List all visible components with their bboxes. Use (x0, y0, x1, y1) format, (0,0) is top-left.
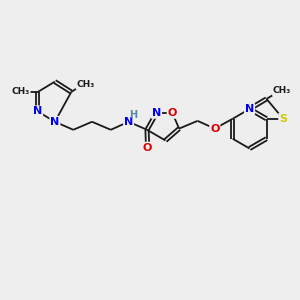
Text: H: H (129, 110, 137, 120)
Text: O: O (168, 108, 177, 118)
Text: N: N (124, 117, 133, 127)
Text: CH₃: CH₃ (76, 80, 94, 89)
Text: S: S (279, 114, 287, 124)
Text: N: N (152, 108, 161, 118)
Text: N: N (245, 104, 254, 114)
Text: N: N (50, 117, 59, 127)
Text: CH₃: CH₃ (273, 86, 291, 95)
Text: O: O (143, 142, 152, 153)
Text: N: N (33, 106, 42, 116)
Text: CH₃: CH₃ (12, 87, 30, 96)
Text: O: O (210, 124, 220, 134)
